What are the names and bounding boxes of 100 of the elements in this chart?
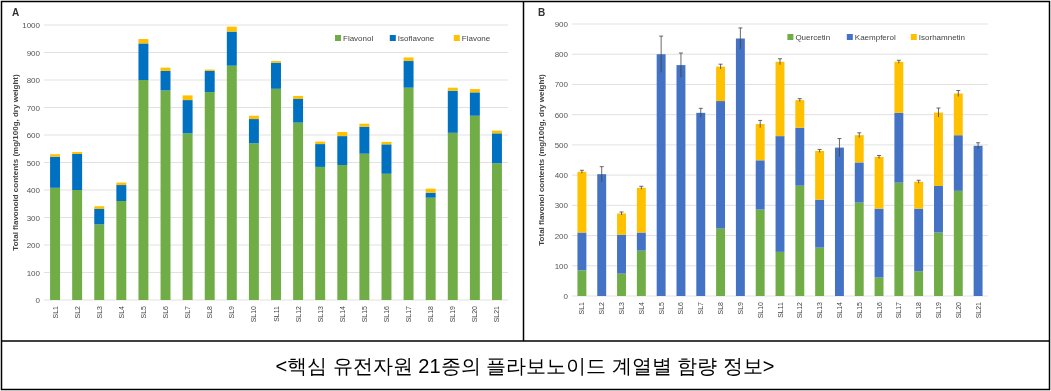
bar [854,135,864,163]
bar [469,92,480,116]
bar [248,115,259,120]
y-tick-label: 900 [26,48,41,58]
bar [226,31,237,66]
y-tick-label: 500 [554,140,569,150]
bar [854,202,864,296]
legend-label: Kaempferol [854,33,896,42]
bar [248,119,259,144]
bar [359,123,370,127]
bar [934,112,943,186]
bar [293,122,304,300]
bar [577,171,587,233]
bar [469,115,480,300]
bar [874,277,884,296]
bar [72,153,83,190]
bar [94,206,105,209]
bar [953,93,963,136]
y-tick-label: 900 [554,20,569,29]
bar [617,234,626,274]
bar [293,98,304,123]
bar [755,209,765,296]
bar [795,100,805,128]
bar [577,232,587,271]
bar [617,273,626,296]
bar [469,89,480,93]
bar [315,166,326,300]
bar [815,199,825,248]
bar [854,162,864,203]
bar [337,164,348,300]
y-tick-label: 200 [26,241,41,250]
bar [425,197,436,300]
bar [815,150,825,200]
y-tick-label: 0 [35,296,41,305]
bar [293,95,304,99]
y-tick-label: 600 [26,131,41,140]
bar [204,92,215,300]
bar [447,90,458,133]
bar [94,208,105,225]
bar [271,62,281,89]
bar [834,147,844,296]
bar [894,182,904,296]
bar [617,213,626,235]
bar [735,38,745,296]
bar [138,80,149,300]
bar [138,39,149,44]
bar [775,251,785,296]
legend-label: Quercetin [795,33,831,42]
y-tick-label: 0 [563,292,569,301]
bar [491,133,502,164]
bar [315,144,326,167]
y-tick-label: 600 [554,110,569,120]
legend-label: Isorhamnetin [918,33,966,42]
bar [577,270,587,296]
chart-title: A [12,7,20,18]
y-tick-label: 500 [26,158,41,168]
bar [425,192,436,198]
bar [447,132,458,300]
bar [138,43,149,80]
bar [337,131,348,137]
y-tick-label: 100 [26,268,41,278]
bar [953,135,963,191]
bar [160,90,171,300]
y-tick-label: 700 [26,103,41,113]
bar [204,70,215,93]
y-axis-title: Total flavonoid contents (mg/100g, dry weight) [10,74,20,251]
bar [716,228,726,296]
bar [182,100,193,134]
bar [795,185,805,296]
bar [815,247,825,296]
bar [597,174,607,296]
y-tick-label: 400 [26,186,41,195]
text: <핵심 유전자원 21종의 플라보노이드 계열별 함량 정보> [275,355,775,377]
bar [874,156,884,209]
bar [425,188,436,193]
y-tick-label: 800 [26,76,41,85]
legend-label: Flavone [461,34,491,43]
bar [226,65,237,300]
bar [403,61,414,88]
bar [403,57,414,62]
bar [755,124,765,161]
y-tick-label: 400 [554,171,569,181]
bar [656,54,666,296]
bar [636,232,646,251]
bar [72,190,83,300]
bar [248,143,259,300]
bar [337,136,348,165]
bar [716,66,726,102]
bar [934,185,943,233]
bar [116,201,127,300]
legend-label: Isoflavone [397,34,435,43]
bar [973,145,983,296]
bar [914,181,924,209]
bar [50,154,61,157]
bar [914,208,924,272]
bar [226,26,237,32]
chart-title: B [538,7,546,18]
y-tick-label: 1000 [22,21,41,30]
bar [636,250,646,296]
bar [894,112,904,183]
